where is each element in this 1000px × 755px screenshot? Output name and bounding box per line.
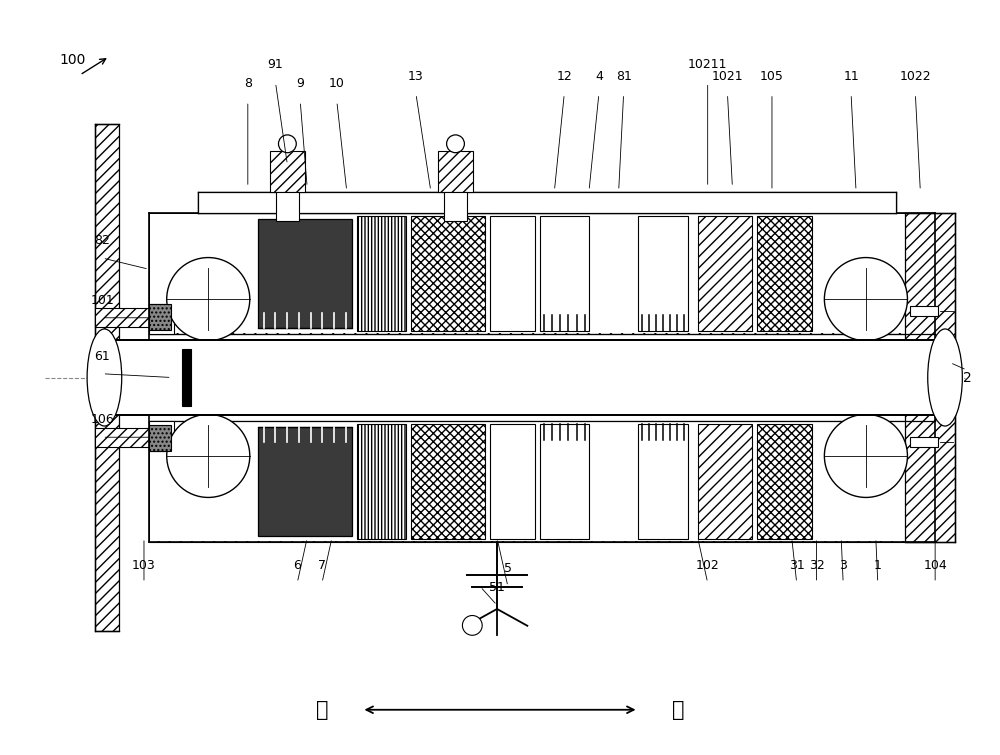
Text: 31: 31	[789, 559, 805, 572]
Text: 2: 2	[963, 371, 972, 384]
Text: 32: 32	[809, 559, 824, 572]
Text: 4: 4	[595, 69, 603, 82]
Bar	[444, 193, 467, 220]
Bar	[276, 193, 299, 220]
Bar	[198, 193, 896, 213]
Bar	[698, 216, 752, 331]
Bar	[910, 306, 938, 316]
Bar	[150, 421, 934, 541]
Bar	[258, 219, 352, 328]
Text: 91: 91	[268, 58, 283, 72]
Bar	[757, 216, 812, 331]
Text: 5: 5	[504, 562, 512, 575]
Text: 104: 104	[923, 559, 947, 572]
Circle shape	[167, 414, 250, 498]
Ellipse shape	[87, 329, 122, 426]
Bar	[411, 216, 485, 331]
Bar	[910, 437, 938, 447]
Text: 81: 81	[616, 69, 632, 82]
Text: 51: 51	[489, 581, 505, 594]
Bar	[638, 424, 688, 539]
Text: 103: 103	[132, 559, 156, 572]
Bar	[698, 424, 752, 539]
Bar	[95, 341, 955, 414]
Text: 6: 6	[293, 559, 301, 572]
Circle shape	[462, 615, 482, 635]
Bar	[149, 304, 174, 334]
Circle shape	[278, 135, 296, 153]
Text: 106: 106	[91, 413, 114, 426]
Bar	[905, 213, 955, 542]
Bar	[95, 124, 119, 631]
Bar	[757, 424, 812, 539]
Text: 102: 102	[696, 559, 720, 572]
Circle shape	[824, 414, 907, 498]
Bar	[540, 216, 589, 331]
Text: 1021: 1021	[712, 69, 743, 82]
Bar	[540, 424, 589, 539]
Bar	[182, 349, 191, 406]
Text: 105: 105	[760, 69, 784, 82]
Text: 100: 100	[60, 53, 86, 67]
Text: 10211: 10211	[688, 58, 727, 72]
Text: 61: 61	[95, 350, 110, 362]
Text: 9: 9	[296, 77, 304, 90]
Text: 8: 8	[244, 77, 252, 90]
Circle shape	[447, 135, 464, 153]
Bar	[490, 424, 535, 539]
Bar	[149, 421, 174, 451]
Text: 13: 13	[408, 69, 424, 82]
Text: 7: 7	[318, 559, 326, 572]
Bar	[258, 427, 352, 536]
Text: 左: 左	[316, 700, 328, 720]
Text: 3: 3	[839, 559, 847, 572]
Bar	[357, 424, 406, 539]
Bar	[490, 216, 535, 331]
Text: 右: 右	[672, 700, 684, 720]
Text: 82: 82	[94, 234, 110, 247]
Bar	[357, 216, 406, 331]
Bar	[149, 304, 171, 331]
Bar	[411, 424, 485, 539]
Text: 101: 101	[91, 294, 114, 307]
Circle shape	[824, 257, 907, 341]
Text: 11: 11	[843, 69, 859, 82]
Bar	[150, 214, 934, 334]
Text: 1: 1	[874, 559, 882, 572]
Bar	[95, 428, 159, 447]
Text: 10: 10	[329, 77, 345, 90]
Bar	[270, 151, 305, 193]
Bar	[95, 308, 159, 327]
Text: 12: 12	[556, 69, 572, 82]
Bar	[438, 151, 473, 193]
Ellipse shape	[928, 329, 962, 426]
Circle shape	[167, 257, 250, 341]
Text: 1022: 1022	[900, 69, 931, 82]
Bar	[638, 216, 688, 331]
Bar	[149, 421, 935, 542]
Bar	[149, 424, 171, 451]
Bar	[149, 213, 935, 334]
